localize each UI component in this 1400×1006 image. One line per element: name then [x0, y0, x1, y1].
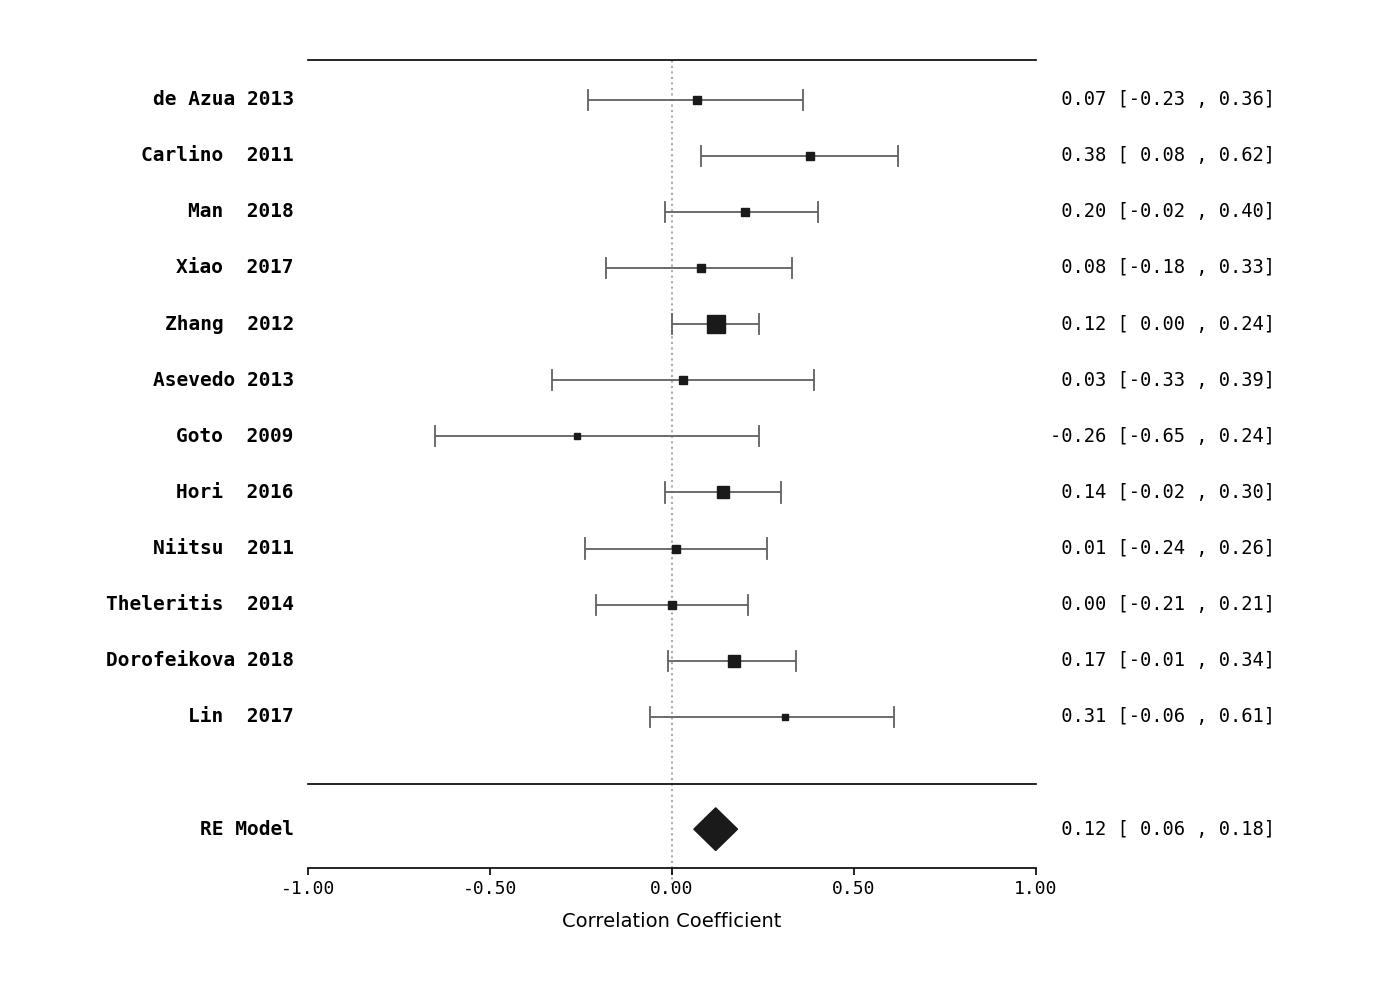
Text: Asevedo 2013: Asevedo 2013 — [153, 371, 294, 389]
Text: 0.14 [-0.02 , 0.30]: 0.14 [-0.02 , 0.30] — [1050, 483, 1275, 502]
Text: 0.07 [-0.23 , 0.36]: 0.07 [-0.23 , 0.36] — [1050, 91, 1275, 109]
Text: 0.12 [ 0.06 , 0.18]: 0.12 [ 0.06 , 0.18] — [1050, 820, 1275, 839]
Text: Zhang  2012: Zhang 2012 — [165, 315, 294, 334]
Text: 0.03 [-0.33 , 0.39]: 0.03 [-0.33 , 0.39] — [1050, 371, 1275, 389]
Text: RE Model: RE Model — [200, 820, 294, 839]
Text: Goto  2009: Goto 2009 — [176, 427, 294, 446]
Text: Theleritis  2014: Theleritis 2014 — [106, 596, 294, 615]
Text: Xiao  2017: Xiao 2017 — [176, 259, 294, 278]
Text: de Azua 2013: de Azua 2013 — [153, 91, 294, 109]
Text: 0.12 [ 0.00 , 0.24]: 0.12 [ 0.00 , 0.24] — [1050, 315, 1275, 334]
Text: Man  2018: Man 2018 — [188, 202, 294, 221]
Polygon shape — [694, 808, 738, 850]
Text: -0.26 [-0.65 , 0.24]: -0.26 [-0.65 , 0.24] — [1050, 427, 1275, 446]
Text: Lin  2017: Lin 2017 — [188, 707, 294, 726]
Text: 0.20 [-0.02 , 0.40]: 0.20 [-0.02 , 0.40] — [1050, 202, 1275, 221]
Text: Dorofeikova 2018: Dorofeikova 2018 — [106, 651, 294, 670]
Text: 0.31 [-0.06 , 0.61]: 0.31 [-0.06 , 0.61] — [1050, 707, 1275, 726]
Text: 0.00 [-0.21 , 0.21]: 0.00 [-0.21 , 0.21] — [1050, 596, 1275, 615]
X-axis label: Correlation Coefficient: Correlation Coefficient — [563, 912, 781, 932]
Text: 0.38 [ 0.08 , 0.62]: 0.38 [ 0.08 , 0.62] — [1050, 146, 1275, 165]
Text: 0.08 [-0.18 , 0.33]: 0.08 [-0.18 , 0.33] — [1050, 259, 1275, 278]
Text: 0.17 [-0.01 , 0.34]: 0.17 [-0.01 , 0.34] — [1050, 651, 1275, 670]
Text: Hori  2016: Hori 2016 — [176, 483, 294, 502]
Text: 0.01 [-0.24 , 0.26]: 0.01 [-0.24 , 0.26] — [1050, 539, 1275, 558]
Text: Carlino  2011: Carlino 2011 — [141, 146, 294, 165]
Text: Niitsu  2011: Niitsu 2011 — [153, 539, 294, 558]
